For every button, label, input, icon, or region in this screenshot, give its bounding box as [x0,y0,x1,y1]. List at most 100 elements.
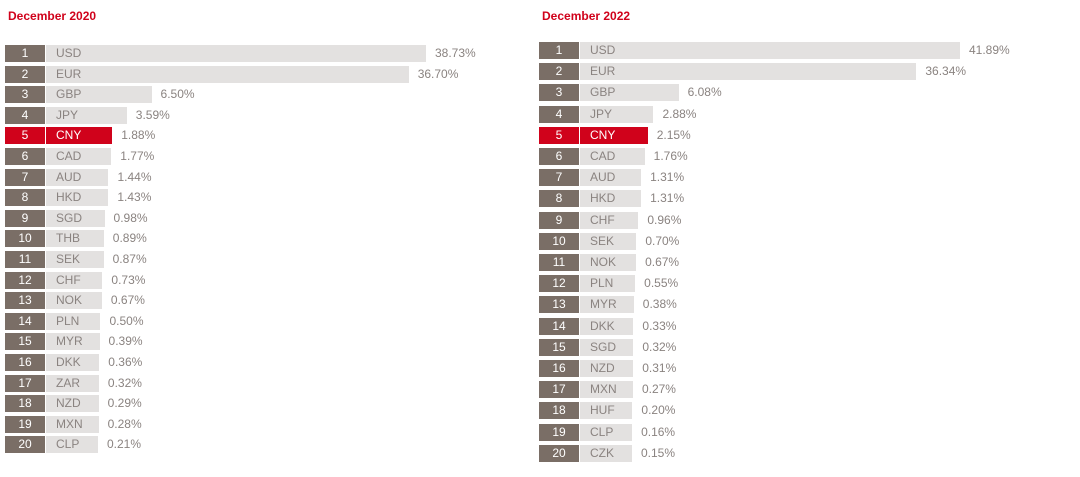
currency-label: HKD [590,191,616,206]
bar [46,354,100,371]
value-label: 0.50% [109,313,144,328]
rank-label: 10 [539,232,579,250]
rank-label: 10 [5,230,45,248]
bar [580,42,960,59]
bar [46,230,104,248]
value-label: 1.31% [650,191,685,206]
value-label: 2.15% [656,127,691,142]
rank-label: 15 [539,338,579,356]
value-label: 1.88% [121,128,156,143]
currency-label: USD [56,46,82,60]
rank-label: 18 [5,395,45,413]
bar [46,292,102,310]
rank-label: 2 [539,63,579,81]
value-label: 6.08% [687,85,722,100]
rank-label: 13 [539,296,579,314]
bar [46,333,100,351]
bar [46,312,101,330]
currency-label: USD [590,43,616,57]
bar [580,169,642,187]
bar [46,436,98,454]
value-label: 41.89% [969,43,1010,57]
currency-label: EUR [590,64,616,79]
rank-label: 15 [5,333,45,351]
bar [46,168,109,186]
value-label: 0.67% [645,255,680,269]
chart-title: December 2022 [542,9,631,23]
bar [580,254,637,271]
bar [580,423,633,441]
rank-label: 4 [5,106,45,124]
currency-label: EUR [56,66,82,81]
rank-label: 16 [539,360,579,377]
rank-label: 14 [5,312,45,330]
currency-label: HUF [590,403,615,418]
bar [46,148,112,165]
rank-label: 16 [5,354,45,371]
currency-label: AUD [590,170,616,185]
currency-label: JPY [56,107,79,122]
value-label: 0.98% [113,210,148,225]
rank-label: 20 [5,436,45,454]
rank-label: 5 [5,127,45,145]
currency-label: MXN [56,416,83,431]
bar [580,444,632,462]
rank-label: 17 [539,381,579,399]
value-label: 38.73% [435,46,476,60]
value-label: 1.43% [117,190,152,205]
currency-label: MXN [590,382,617,397]
bar [580,360,634,377]
currency-label: SGD [56,210,83,225]
bar [580,126,648,144]
currency-label: HKD [56,190,82,205]
currency-label: PLN [56,313,80,328]
currency-label: DKK [590,318,615,333]
bar [46,251,104,268]
bar [46,127,113,145]
value-label: 1.76% [653,149,688,163]
currency-label: CNY [56,128,82,143]
rank-label: 12 [5,271,45,289]
currency-label: CZK [590,445,614,460]
value-label: 0.32% [642,339,677,354]
value-label: 0.36% [108,355,143,369]
value-label: 0.38% [642,297,677,312]
rank-label: 20 [539,444,579,462]
value-label: 0.96% [647,212,682,227]
rank-label: 9 [5,209,45,227]
currency-label: CHF [590,212,615,227]
rank-label: 2 [5,65,45,83]
value-label: 0.29% [107,396,142,411]
bar [46,374,99,392]
value-label: 0.55% [644,276,679,291]
currency-label: ZAR [56,375,80,390]
bar [580,275,636,293]
rank-label: 11 [5,251,45,268]
rank-label: 1 [539,42,579,59]
bar [46,271,103,289]
rank-label: 14 [539,317,579,335]
value-label: 0.15% [641,445,676,460]
bar [580,232,637,250]
currency-label: DKK [56,355,81,369]
rank-label: 1 [5,45,45,62]
currency-label: CAD [590,149,616,163]
rank-label: 7 [5,168,45,186]
bar [46,209,105,227]
currency-label: CAD [56,149,82,163]
rank-label: 12 [539,275,579,293]
currency-label: CLP [56,437,80,452]
bar [46,65,409,83]
currency-label: GBP [590,85,616,100]
rank-label: 17 [5,374,45,392]
bar [580,84,679,102]
bar [580,317,634,335]
rank-label: 19 [539,423,579,441]
bar [46,395,99,413]
value-label: 2.88% [662,106,697,121]
currency-label: MYR [56,334,83,349]
bar [580,148,645,165]
currency-label: PLN [590,276,614,291]
bar [580,105,654,123]
value-label: 3.59% [135,107,170,122]
